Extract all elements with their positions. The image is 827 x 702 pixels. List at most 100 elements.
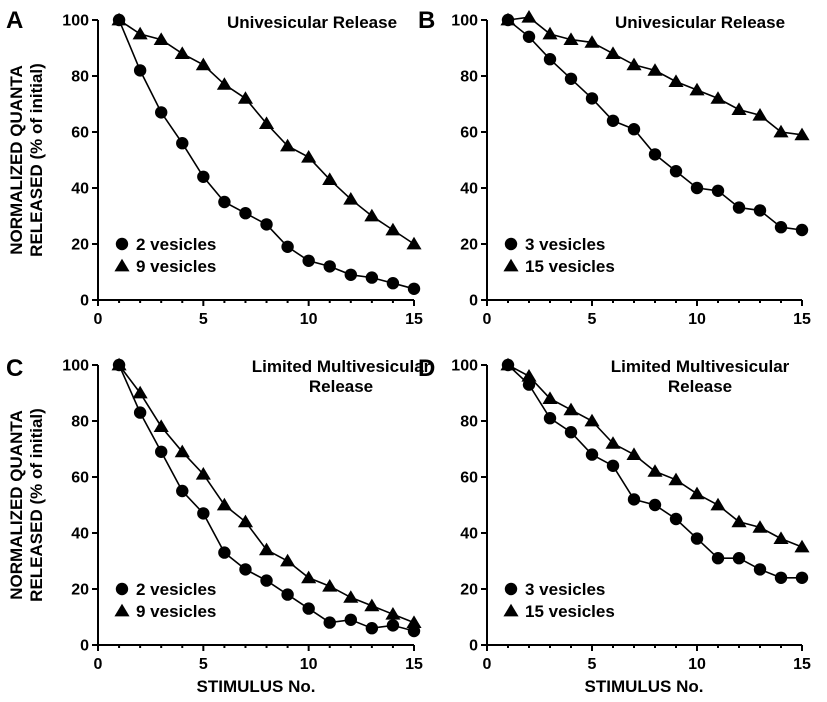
panel-label: D [418, 355, 435, 382]
y-tick-label: 20 [71, 237, 89, 254]
data-point [584, 35, 600, 48]
y-axis-label-line-2: RELEASED (% of initial) [27, 63, 46, 257]
y-tick-label: 20 [71, 582, 89, 599]
data-point [218, 195, 231, 209]
series-line [118, 19, 415, 245]
data-point [605, 46, 621, 59]
x-axis-label: STIMULUS No. [585, 677, 704, 696]
data-point [281, 240, 294, 253]
panel-title: Limited Multivesicular [611, 357, 790, 376]
legend-label: 9 vesicles [136, 257, 216, 276]
data-point [585, 92, 599, 105]
data-point [197, 507, 210, 520]
data-point [689, 486, 705, 500]
y-axis-label-bottom: NORMALIZED QUANTA RELEASED (% of initial… [7, 408, 46, 602]
data-point [690, 532, 704, 545]
data-point [111, 12, 127, 26]
y-tick-label: 20 [460, 237, 478, 254]
data-point [302, 254, 315, 267]
data-point [752, 108, 768, 121]
y-tick-label: 80 [71, 69, 89, 86]
x-tick-label: 15 [405, 311, 423, 328]
data-point [386, 619, 400, 632]
data-point [605, 436, 621, 449]
y-tick-label: 100 [451, 358, 478, 375]
data-point [195, 467, 211, 480]
data-point [301, 570, 317, 584]
data-point [794, 127, 810, 141]
data-point [584, 413, 600, 427]
data-point [132, 385, 148, 399]
data-point [174, 444, 190, 458]
x-tick-label: 10 [688, 656, 706, 673]
data-point [406, 615, 422, 628]
data-point [711, 184, 725, 197]
x-tick-label: 10 [300, 311, 318, 328]
data-point [753, 204, 767, 217]
data-point [280, 138, 296, 152]
panel-label: A [6, 7, 23, 34]
x-tick-label: 10 [688, 311, 706, 328]
legend-label: 3 vesicles [525, 580, 605, 599]
series-triangle [500, 10, 810, 141]
data-point [774, 571, 788, 584]
panel-a: A Univesicular Release 0 20 40 60 80 100 0 5 10 15 2… [6, 7, 423, 328]
data-point [323, 616, 336, 629]
legend: 3 vesicles 15 vesicles [503, 580, 615, 621]
data-point [322, 579, 338, 592]
data-point [322, 172, 338, 185]
legend-marker [114, 603, 130, 617]
legend-label: 3 vesicles [525, 235, 605, 254]
legend-marker [504, 582, 518, 596]
data-point [343, 192, 359, 205]
y-tick-label: 40 [460, 526, 478, 543]
data-point [563, 32, 579, 45]
data-point [647, 464, 663, 477]
data-point [753, 563, 767, 576]
data-point [258, 542, 275, 556]
panel-title: Univesicular Release [615, 13, 785, 32]
data-point [237, 514, 254, 528]
data-point [344, 613, 357, 626]
data-point [176, 137, 189, 150]
data-point [386, 277, 400, 290]
data-point [606, 459, 620, 472]
series-circle [112, 13, 421, 295]
data-point [648, 148, 662, 161]
data-point [627, 493, 641, 506]
panel-label: B [418, 7, 435, 34]
legend-marker [503, 603, 519, 617]
y-tick-label: 0 [80, 638, 89, 655]
data-point [301, 150, 317, 163]
data-point [500, 12, 516, 26]
legend: 2 vesicles 9 vesicles [114, 235, 216, 276]
data-point [197, 170, 210, 183]
y-tick-label: 100 [451, 13, 478, 30]
legend-marker [115, 582, 129, 596]
legend: 2 vesicles 9 vesicles [114, 580, 216, 621]
data-point [542, 391, 558, 404]
x-tick-label: 0 [483, 656, 492, 673]
data-point [774, 221, 788, 234]
x-tick-label: 10 [300, 656, 318, 673]
data-point [542, 26, 558, 40]
data-point [406, 236, 422, 250]
data-point [133, 64, 147, 77]
data-point [302, 602, 315, 615]
x-tick-label: 15 [405, 656, 423, 673]
legend-label: 2 vesicles [136, 580, 216, 599]
data-point [216, 77, 232, 90]
data-point [626, 57, 642, 71]
series-triangle [111, 357, 422, 628]
y-axis-label-line-1: NORMALIZED QUANTA [7, 65, 26, 255]
data-point [648, 498, 662, 512]
data-point [281, 588, 294, 601]
data-point [153, 32, 169, 45]
data-point [668, 74, 684, 87]
data-point [731, 102, 747, 115]
data-point [365, 271, 379, 284]
data-point [795, 223, 809, 237]
